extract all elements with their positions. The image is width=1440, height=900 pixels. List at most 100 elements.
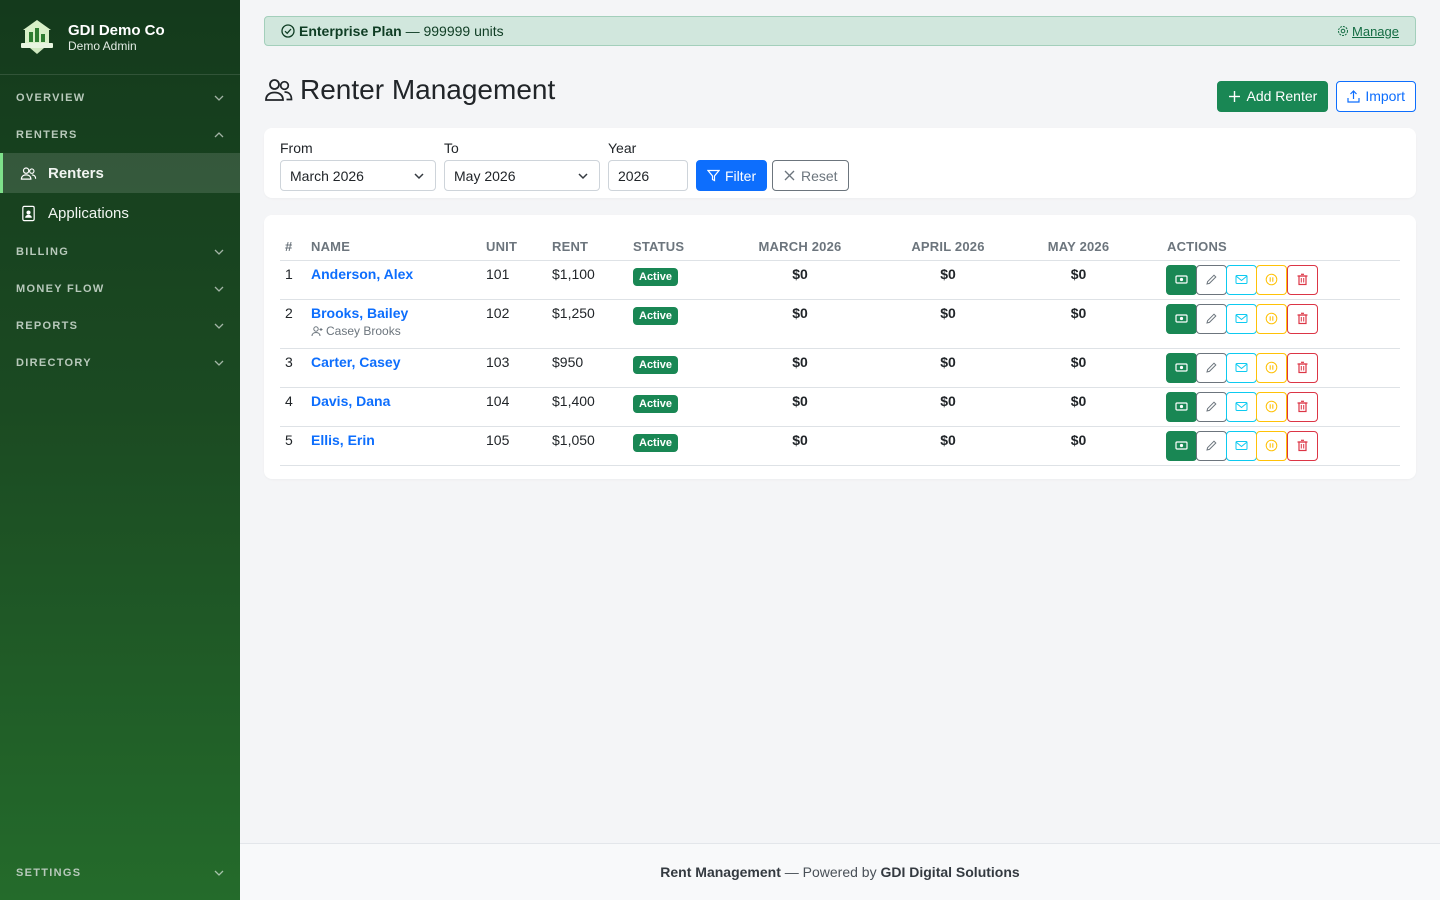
row-name-cell: Davis, Dana [306,387,481,427]
edit-button[interactable] [1196,303,1227,334]
brand[interactable]: GDI Demo Co Demo Admin [0,0,240,75]
status-badge: Active [633,267,679,286]
reset-button[interactable]: Reset [772,160,849,191]
co-renter: Casey Brooks [311,324,481,338]
sidebar-item-label: Applications [48,204,129,222]
action-buttons [1166,391,1400,422]
nav-section-directory[interactable]: DIRECTORY [0,344,240,381]
delete-button[interactable] [1287,264,1318,295]
trash-icon [1297,400,1308,413]
company-name: GDI Demo Co [68,21,165,39]
record-payment-button[interactable] [1166,352,1197,383]
cash-icon [1175,314,1188,323]
trash-icon [1297,439,1308,452]
main-content: Enterprise Plan — 999999 units Manage Re… [240,0,1440,900]
filter-button[interactable]: Filter [696,160,768,191]
pause-button[interactable] [1256,430,1287,461]
chevron-up-icon [214,131,224,137]
renter-name-link[interactable]: Anderson, Alex [311,265,414,282]
col-actions: ACTIONS [1151,233,1400,261]
import-label: Import [1365,88,1405,104]
nav-section-overview[interactable]: OVERVIEW [0,79,240,116]
edit-button[interactable] [1196,264,1227,295]
year-input[interactable]: 2026 [608,160,688,191]
renter-name-link[interactable]: Ellis, Erin [311,431,375,448]
nav-section-money-flow[interactable]: MONEY FLOW [0,270,240,307]
row-month-3-amount: $0 [1006,426,1151,466]
row-number: 4 [280,387,306,427]
row-unit: 103 [481,348,547,388]
footer-app-name: Rent Management [660,864,781,880]
row-month-1-amount: $0 [710,387,890,427]
status-badge: Active [633,394,679,413]
renter-name-link[interactable]: Davis, Dana [311,392,391,409]
delete-button[interactable] [1287,430,1318,461]
record-payment-button[interactable] [1166,430,1197,461]
year-field: Year 2026 [608,140,688,191]
renters-table-card: # NAME UNIT RENT STATUS MARCH 2026 APRIL… [264,215,1416,479]
renter-name-link[interactable]: Carter, Casey [311,353,401,370]
delete-button[interactable] [1287,391,1318,422]
record-payment-button[interactable] [1166,303,1197,334]
row-actions [1151,260,1400,300]
email-button[interactable] [1226,391,1257,422]
table-row: 4 Davis, Dana 104 $1,400 Active $0 $0 $0 [280,387,1400,427]
table-row: 2 Brooks, Bailey Casey Brooks 102 $1,250… [280,299,1400,349]
close-icon [784,170,795,181]
row-rent: $1,250 [547,299,628,349]
nav-section-renters[interactable]: RENTERS [0,116,240,153]
funnel-icon [707,169,720,182]
page-title: Renter Management [264,74,555,106]
pause-button[interactable] [1256,264,1287,295]
to-value: May 2026 [454,167,516,184]
pause-circle-icon [1265,361,1278,374]
sidebar-item-renters[interactable]: Renters [0,153,240,193]
renter-name-link[interactable]: Brooks, Bailey [311,304,409,321]
row-status: Active [628,426,710,466]
row-actions [1151,299,1400,349]
nav-section-reports[interactable]: REPORTS [0,307,240,344]
footer-company-link[interactable]: GDI Digital Solutions [880,864,1020,880]
nav-section-billing[interactable]: BILLING [0,233,240,270]
add-renter-button[interactable]: Add Renter [1217,80,1329,112]
nav-section-label: SETTINGS [16,866,82,879]
email-button[interactable] [1226,264,1257,295]
pause-button[interactable] [1256,303,1287,334]
edit-button[interactable] [1196,352,1227,383]
nav-section-label: DIRECTORY [16,356,92,369]
cash-icon [1175,441,1188,450]
col-rent[interactable]: RENT [547,233,628,261]
row-unit: 101 [481,260,547,300]
co-renter-name: Casey Brooks [326,323,401,338]
delete-button[interactable] [1287,352,1318,383]
pause-button[interactable] [1256,391,1287,422]
from-month-select[interactable]: March 2026 [280,160,436,191]
chevron-down-icon [214,95,224,101]
manage-plan-link[interactable]: Manage [1337,24,1399,39]
row-status: Active [628,387,710,427]
record-payment-button[interactable] [1166,264,1197,295]
email-button[interactable] [1226,352,1257,383]
plan-banner: Enterprise Plan — 999999 units Manage [264,16,1416,46]
col-name[interactable]: NAME [306,233,481,261]
nav-section-label: BILLING [16,245,70,258]
col-month-1: MARCH 2026 [710,233,890,261]
email-button[interactable] [1226,303,1257,334]
edit-button[interactable] [1196,391,1227,422]
email-button[interactable] [1226,430,1257,461]
import-button[interactable]: Import [1336,80,1416,112]
col-month-3: MAY 2026 [1006,233,1151,261]
row-number: 1 [280,260,306,300]
edit-button[interactable] [1196,430,1227,461]
record-payment-button[interactable] [1166,391,1197,422]
col-status[interactable]: STATUS [628,233,710,261]
pause-button[interactable] [1256,352,1287,383]
sidebar-item-applications[interactable]: Applications [0,193,240,233]
to-month-select[interactable]: May 2026 [444,160,600,191]
nav-section-settings[interactable]: SETTINGS [0,854,240,891]
delete-button[interactable] [1287,303,1318,334]
pause-circle-icon [1265,439,1278,452]
col-unit[interactable]: UNIT [481,233,547,261]
table-row: 1 Anderson, Alex 101 $1,100 Active $0 $0… [280,260,1400,300]
plus-icon [1229,90,1241,102]
